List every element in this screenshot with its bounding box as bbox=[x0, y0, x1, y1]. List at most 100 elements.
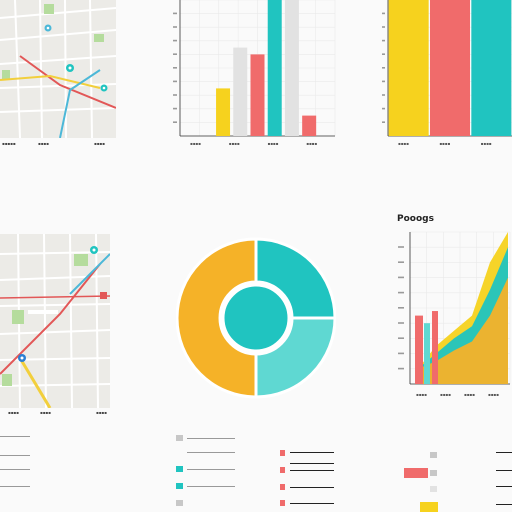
map-top-left[interactable] bbox=[0, 0, 116, 138]
map-pin-icon[interactable] bbox=[18, 354, 26, 362]
caption: ▪▪▪▪ bbox=[38, 141, 49, 146]
bar-chart-top-right: ▪▪▪▪ ▪▪▪▪ ▪▪▪▪ bbox=[381, 0, 512, 150]
park-area bbox=[2, 374, 12, 386]
y-tick-label bbox=[381, 121, 385, 123]
legend-swatch bbox=[176, 483, 183, 489]
y-tick-label bbox=[381, 39, 385, 42]
legend-swatch bbox=[280, 467, 285, 473]
bar-chart-top-middle: ▪▪▪▪ ▪▪▪▪ ▪▪▪▪ ▪▪▪▪ bbox=[170, 0, 340, 150]
map-label-box bbox=[28, 310, 58, 314]
y-tick-label bbox=[398, 246, 404, 248]
map-pin-icon[interactable] bbox=[44, 24, 52, 32]
caption: ▪▪▪▪ bbox=[40, 410, 51, 415]
y-tick-label bbox=[173, 94, 177, 96]
bar bbox=[424, 323, 430, 384]
y-tick-label bbox=[173, 53, 177, 55]
y-tick-label bbox=[398, 367, 404, 370]
y-tick-label bbox=[398, 307, 404, 309]
x-tick-label: ▪▪▪▪ bbox=[268, 141, 279, 146]
legend-line bbox=[0, 436, 30, 437]
route-red bbox=[0, 295, 110, 299]
legend-line bbox=[187, 469, 235, 470]
legend-line bbox=[187, 438, 235, 439]
pie-slice bbox=[175, 237, 258, 399]
map-marker-square[interactable] bbox=[100, 292, 107, 299]
legend-line bbox=[496, 470, 512, 471]
x-tick-label: ▪▪▪▪ bbox=[229, 141, 240, 146]
map-streets bbox=[0, 234, 110, 408]
legend-line bbox=[0, 455, 30, 456]
bar bbox=[415, 315, 423, 384]
y-tick-label bbox=[173, 12, 177, 15]
bar bbox=[250, 54, 265, 136]
y-tick-label bbox=[398, 352, 404, 355]
legend-line bbox=[0, 469, 30, 470]
donut-chart-svg bbox=[175, 237, 337, 399]
legend-swatch bbox=[430, 470, 437, 476]
bar bbox=[432, 311, 438, 384]
legend-swatch bbox=[420, 502, 438, 512]
x-tick-label: ▪▪▪▪ bbox=[488, 392, 499, 397]
park-area bbox=[44, 4, 54, 14]
y-tick-label bbox=[173, 107, 177, 110]
legend-swatch bbox=[280, 484, 285, 490]
x-tick-label: ▪▪▪▪ bbox=[416, 392, 427, 397]
x-tick-label: ▪▪▪▪ bbox=[190, 141, 201, 146]
route-yellow bbox=[0, 74, 101, 89]
y-tick-label bbox=[398, 337, 404, 339]
bar bbox=[302, 115, 317, 136]
bar-chart-top-right-svg: ▪▪▪▪ ▪▪▪▪ ▪▪▪▪ bbox=[381, 0, 512, 146]
route-blue bbox=[59, 69, 101, 138]
caption: ▪▪▪▪▪ bbox=[2, 141, 16, 146]
y-tick-label bbox=[381, 67, 385, 69]
x-tick-label: ▪▪▪▪ bbox=[440, 392, 451, 397]
route-red bbox=[0, 263, 101, 375]
y-tick-label bbox=[381, 12, 385, 15]
y-tick-label bbox=[398, 276, 404, 279]
bar-chart-top-middle-svg: ▪▪▪▪ ▪▪▪▪ ▪▪▪▪ ▪▪▪▪ bbox=[173, 0, 336, 146]
donut-center bbox=[221, 283, 291, 353]
park-area bbox=[2, 70, 10, 80]
route-red bbox=[19, 55, 116, 109]
area-chart-right-svg: ▪▪▪▪ ▪▪▪▪ ▪▪▪▪ ▪▪▪▪ bbox=[398, 231, 511, 397]
caption: ▪▪▪▪ bbox=[8, 410, 19, 415]
park-area bbox=[12, 310, 24, 324]
chart-title: Pooogs bbox=[397, 214, 434, 224]
caption: ▪▪▪▪ bbox=[96, 410, 107, 415]
map-pin-icon[interactable] bbox=[90, 246, 98, 254]
y-tick-label bbox=[398, 322, 404, 324]
map-bottom-left[interactable] bbox=[0, 234, 110, 408]
legend-swatch bbox=[430, 452, 437, 458]
area-series bbox=[418, 277, 508, 384]
legend-line bbox=[290, 452, 334, 453]
y-tick-label bbox=[398, 291, 404, 294]
pie-slice bbox=[254, 316, 337, 399]
legend-swatch bbox=[280, 450, 285, 456]
bar bbox=[267, 0, 282, 136]
y-tick-label bbox=[173, 67, 177, 69]
bar bbox=[216, 88, 231, 136]
y-tick-label bbox=[381, 94, 385, 96]
bar bbox=[284, 0, 299, 136]
x-tick-label: ▪▪▪▪ bbox=[398, 141, 409, 146]
map-pin-icon[interactable] bbox=[100, 84, 108, 92]
x-tick-label: ▪▪▪▪ bbox=[464, 392, 475, 397]
x-tick-label: ▪▪▪▪ bbox=[306, 141, 317, 146]
caption: ▪▪▪▪ bbox=[94, 141, 105, 146]
map-streets bbox=[0, 0, 116, 138]
legend-line bbox=[290, 503, 334, 504]
legend-swatch bbox=[176, 435, 183, 441]
map-bottom-left-canvas bbox=[0, 234, 110, 408]
legend-line bbox=[290, 463, 334, 464]
route-blue bbox=[69, 253, 110, 295]
legend-line bbox=[496, 504, 512, 505]
legend-line bbox=[187, 452, 235, 453]
y-tick-label bbox=[173, 26, 177, 28]
route-yellow bbox=[18, 357, 52, 408]
legend-line bbox=[187, 486, 235, 487]
legend-swatch bbox=[176, 500, 183, 506]
area-chart-right: ▪▪▪▪ ▪▪▪▪ ▪▪▪▪ ▪▪▪▪ bbox=[390, 226, 512, 410]
park-area bbox=[94, 34, 104, 42]
y-tick-label bbox=[381, 53, 385, 55]
map-pin-icon[interactable] bbox=[66, 64, 74, 72]
